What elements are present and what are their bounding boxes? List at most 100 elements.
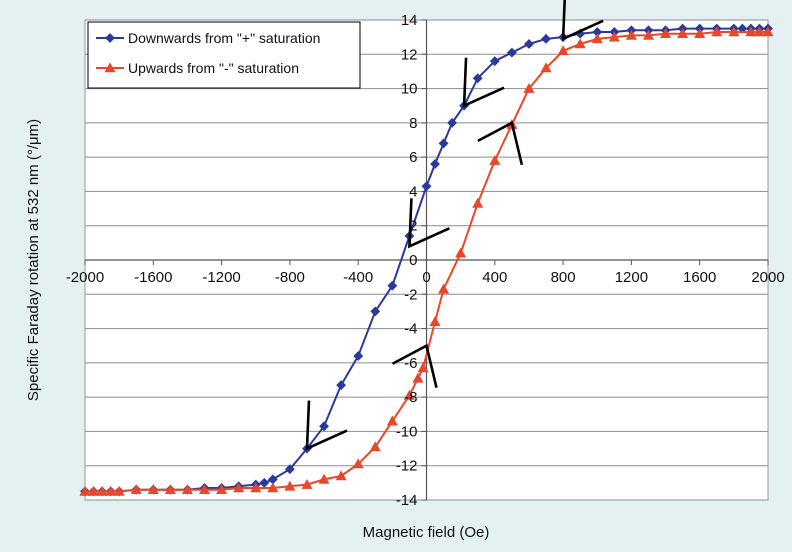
data-point — [728, 26, 740, 37]
data-point — [455, 247, 467, 258]
legend-box — [87, 21, 361, 89]
data-point — [523, 82, 535, 93]
data-point — [412, 372, 424, 383]
data-point — [447, 117, 458, 128]
y-tick-label: -4 — [404, 321, 417, 338]
y-tick-label: -2 — [404, 286, 417, 303]
data-point — [403, 389, 415, 400]
data-point — [250, 482, 262, 493]
data-point — [387, 280, 398, 291]
data-point — [336, 380, 347, 391]
data-point — [88, 485, 100, 496]
x-tick-label: -1600 — [134, 269, 172, 286]
data-point — [694, 28, 706, 39]
x-tick-label: -800 — [275, 269, 305, 286]
data-point — [284, 464, 295, 475]
data-point — [711, 26, 723, 37]
y-tick-label: -8 — [404, 389, 417, 406]
data-point — [79, 485, 91, 496]
x-tick-label: -1200 — [202, 269, 240, 286]
series-2 — [79, 26, 774, 496]
y-tick-label: 6 — [409, 149, 417, 166]
data-point — [370, 306, 381, 317]
data-point — [540, 62, 552, 73]
axes — [84, 19, 769, 501]
data-point — [319, 421, 329, 432]
x-tick-label: -400 — [343, 269, 373, 286]
data-point — [506, 47, 517, 58]
data-point — [489, 56, 500, 67]
data-point — [489, 154, 501, 165]
direction-arrows — [305, 0, 604, 451]
data-point — [335, 470, 347, 481]
data-point — [737, 23, 748, 34]
series-line — [85, 31, 768, 493]
tick-labels: -2000 -1600 -1200 -800 -400 0 400 800 1200 1600 20… — [66, 12, 785, 509]
data-point — [438, 138, 449, 149]
data-point — [181, 484, 193, 495]
data-point — [233, 482, 245, 493]
data-point — [267, 482, 279, 493]
data-point — [557, 45, 569, 56]
data-point — [369, 441, 381, 452]
legend-marker — [104, 62, 116, 73]
direction-arrow — [391, 343, 438, 389]
series-layer — [79, 23, 774, 497]
data-point — [301, 478, 313, 489]
y-tick-label: -6 — [404, 355, 417, 372]
data-point — [386, 415, 398, 426]
data-point — [745, 26, 757, 37]
data-point — [429, 316, 441, 327]
data-point — [421, 181, 432, 192]
y-tick-label: 2 — [409, 218, 417, 235]
data-point — [96, 485, 108, 496]
y-tick-label: 8 — [409, 115, 417, 132]
y-tick-label: 0 — [409, 252, 417, 269]
direction-arrow — [561, 0, 604, 41]
direction-arrow — [305, 400, 348, 451]
legend-marker — [105, 33, 115, 43]
data-point — [472, 73, 483, 84]
x-tick-label: -2000 — [66, 269, 104, 286]
y-tick-label: -10 — [396, 423, 418, 440]
data-point — [216, 484, 228, 495]
legend-label: Upwards from "-" saturation — [128, 60, 299, 76]
data-point — [642, 29, 654, 40]
data-point — [352, 458, 364, 469]
y-tick-label: 14 — [401, 12, 418, 29]
y-tick-label: 10 — [401, 81, 418, 98]
data-point — [417, 362, 429, 373]
data-point — [472, 197, 484, 208]
x-tick-label: 1600 — [683, 269, 716, 286]
data-point — [524, 39, 534, 49]
x-tick-label: 0 — [422, 269, 430, 286]
data-point — [284, 480, 296, 491]
data-point — [660, 28, 672, 39]
data-point — [199, 484, 211, 495]
direction-arrow — [462, 57, 505, 108]
data-point — [438, 283, 450, 294]
data-point — [353, 351, 364, 361]
x-tick-label: 1200 — [615, 269, 648, 286]
x-tick-label: 2000 — [751, 269, 784, 286]
data-point — [677, 28, 689, 39]
data-point — [318, 473, 330, 484]
x-axis-title: Magnetic field (Oe) — [363, 524, 490, 541]
direction-arrow — [477, 120, 524, 166]
legend: Downwards from "+" saturation Upwards fro… — [87, 21, 361, 89]
data-point — [164, 484, 176, 495]
x-tick-label: 400 — [482, 269, 507, 286]
y-tick-label: 12 — [401, 46, 418, 63]
data-point — [105, 485, 117, 496]
data-point — [541, 33, 551, 44]
data-point — [625, 29, 637, 40]
y-tick-label: 4 — [409, 183, 417, 200]
y-tick-label: -12 — [396, 458, 418, 475]
data-point — [762, 26, 774, 37]
y-axis-title: Specific Faraday rotation at 532 nm (°/μ… — [25, 119, 42, 401]
data-point — [608, 31, 620, 42]
data-point — [753, 26, 765, 37]
data-point — [147, 484, 159, 495]
